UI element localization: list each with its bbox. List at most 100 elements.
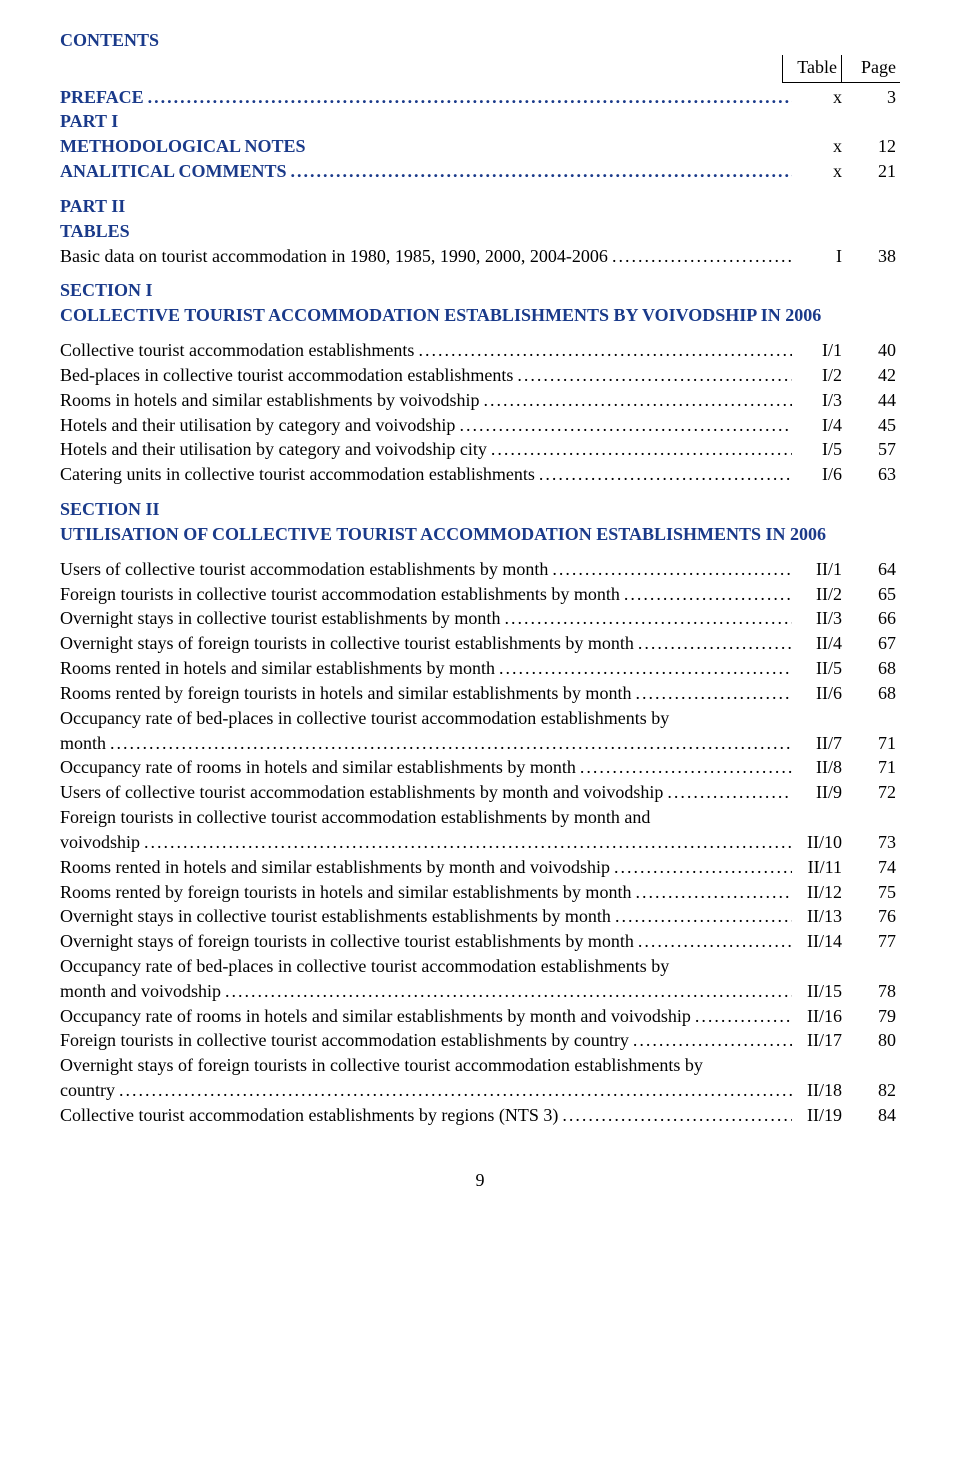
toc-page-col: 42 xyxy=(846,363,900,388)
section-heading: ANALITICAL COMMENTS xyxy=(60,159,792,184)
toc-table-col: II/18 xyxy=(792,1078,846,1103)
toc-page-col: 71 xyxy=(846,755,900,780)
toc-row: Occupancy rate of bed-places in collecti… xyxy=(60,954,900,979)
section-heading: TABLES xyxy=(60,219,792,244)
toc-table-col: I/4 xyxy=(792,413,846,438)
toc-label: Overnight stays in collective tourist es… xyxy=(60,904,792,929)
toc-page-col: 75 xyxy=(846,880,900,905)
toc-label: Overnight stays of foreign tourists in c… xyxy=(60,631,792,656)
toc-table-col: I/2 xyxy=(792,363,846,388)
toc-row: PART II xyxy=(60,194,900,219)
toc-page-col: 64 xyxy=(846,557,900,582)
toc-label: voivodship xyxy=(60,830,792,855)
toc-row: Occupancy rate of rooms in hotels and si… xyxy=(60,755,900,780)
toc-page-col: 68 xyxy=(846,681,900,706)
toc-page-col: 71 xyxy=(846,731,900,756)
toc-page-col: 74 xyxy=(846,855,900,880)
toc-row: Rooms rented in hotels and similar estab… xyxy=(60,656,900,681)
toc-table-col: II/7 xyxy=(792,731,846,756)
toc-label: Occupancy rate of bed-places in collecti… xyxy=(60,954,792,979)
toc-label: month xyxy=(60,731,792,756)
toc-page-col: 45 xyxy=(846,413,900,438)
section-heading: PART I xyxy=(60,109,792,134)
toc-table-col: II/6 xyxy=(792,681,846,706)
toc-table-col: II/4 xyxy=(792,631,846,656)
toc-row: Hotels and their utilisation by category… xyxy=(60,437,900,462)
toc-table-col: II/8 xyxy=(792,755,846,780)
section-heading: PART II xyxy=(60,194,792,219)
toc-page-col: 77 xyxy=(846,929,900,954)
toc-page-col: 68 xyxy=(846,656,900,681)
toc-label: Hotels and their utilisation by category… xyxy=(60,437,792,462)
toc-table-col: x xyxy=(792,85,846,110)
toc-row: Foreign tourists in collective tourist a… xyxy=(60,805,900,830)
toc-page-col: 57 xyxy=(846,437,900,462)
toc-label: Bed-places in collective tourist accommo… xyxy=(60,363,792,388)
toc-label: Rooms rented in hotels and similar estab… xyxy=(60,855,792,880)
toc-label: Collective tourist accommodation establi… xyxy=(60,338,792,363)
toc-label: Overnight stays of foreign tourists in c… xyxy=(60,1053,792,1078)
toc-table-col: II/16 xyxy=(792,1004,846,1029)
toc-row: Users of collective tourist accommodatio… xyxy=(60,557,900,582)
toc-table-col: I xyxy=(792,244,846,269)
toc-table-col: II/15 xyxy=(792,979,846,1004)
toc-table-col: I/5 xyxy=(792,437,846,462)
toc-page-col: 78 xyxy=(846,979,900,1004)
toc-row: Rooms in hotels and similar establishmen… xyxy=(60,388,900,413)
toc-row: SECTION II xyxy=(60,497,900,522)
toc-label: Collective tourist accommodation establi… xyxy=(60,1103,792,1128)
toc-page-col: 80 xyxy=(846,1028,900,1053)
toc-page-col: 65 xyxy=(846,582,900,607)
toc-table-col: II/5 xyxy=(792,656,846,681)
toc-row: Hotels and their utilisation by category… xyxy=(60,413,900,438)
toc-page-col: 40 xyxy=(846,338,900,363)
toc-row: ANALITICAL COMMENTSx21 xyxy=(60,159,900,184)
spacer xyxy=(60,184,900,194)
toc-row: voivodshipII/1073 xyxy=(60,830,900,855)
toc-page-col: 63 xyxy=(846,462,900,487)
toc-page-col: 38 xyxy=(846,244,900,269)
toc-table-col: I/1 xyxy=(792,338,846,363)
toc-row: Rooms rented in hotels and similar estab… xyxy=(60,855,900,880)
spacer xyxy=(60,547,900,557)
toc-row: Bed-places in collective tourist accommo… xyxy=(60,363,900,388)
toc-page-col: 72 xyxy=(846,780,900,805)
section-heading: PREFACE xyxy=(60,85,792,110)
toc-table-col: I/3 xyxy=(792,388,846,413)
toc-row: countryII/1882 xyxy=(60,1078,900,1103)
toc-page-col: 3 xyxy=(846,85,900,110)
toc-table-col: II/14 xyxy=(792,929,846,954)
toc-table-col: II/3 xyxy=(792,606,846,631)
toc-label: Overnight stays in collective tourist es… xyxy=(60,606,792,631)
toc-table-col: II/9 xyxy=(792,780,846,805)
toc-table-col: II/10 xyxy=(792,830,846,855)
toc-page-col: 79 xyxy=(846,1004,900,1029)
toc-label: Foreign tourists in collective tourist a… xyxy=(60,1028,792,1053)
toc-row: PREFACEx3 xyxy=(60,85,900,110)
toc-page-col: 73 xyxy=(846,830,900,855)
toc-label: Rooms in hotels and similar establishmen… xyxy=(60,388,792,413)
spacer xyxy=(60,268,900,278)
toc-page-col: 76 xyxy=(846,904,900,929)
toc-row: Occupancy rate of bed-places in collecti… xyxy=(60,706,900,731)
toc-row: Overnight stays of foreign tourists in c… xyxy=(60,631,900,656)
spacer xyxy=(60,487,900,497)
toc-label: Rooms rented by foreign tourists in hote… xyxy=(60,880,792,905)
toc-table-col: II/11 xyxy=(792,855,846,880)
toc-label: Hotels and their utilisation by category… xyxy=(60,413,792,438)
toc-table-col: II/2 xyxy=(792,582,846,607)
toc-row: Collective tourist accommodation establi… xyxy=(60,338,900,363)
toc-label: Foreign tourists in collective tourist a… xyxy=(60,805,792,830)
toc-row: Foreign tourists in collective tourist a… xyxy=(60,1028,900,1053)
toc-table-col: II/13 xyxy=(792,904,846,929)
toc-row: TABLES xyxy=(60,219,900,244)
toc-body: PREFACEx3PART IMETHODOLOGICAL NOTESx12AN… xyxy=(60,85,900,1128)
toc-page-col: 84 xyxy=(846,1103,900,1128)
toc-label: Rooms rented by foreign tourists in hote… xyxy=(60,681,792,706)
toc-table-col: I/6 xyxy=(792,462,846,487)
toc-label: Catering units in collective tourist acc… xyxy=(60,462,792,487)
toc-row: Overnight stays of foreign tourists in c… xyxy=(60,929,900,954)
toc-row: Overnight stays in collective tourist es… xyxy=(60,606,900,631)
toc-label: Rooms rented in hotels and similar estab… xyxy=(60,656,792,681)
toc-label: country xyxy=(60,1078,792,1103)
